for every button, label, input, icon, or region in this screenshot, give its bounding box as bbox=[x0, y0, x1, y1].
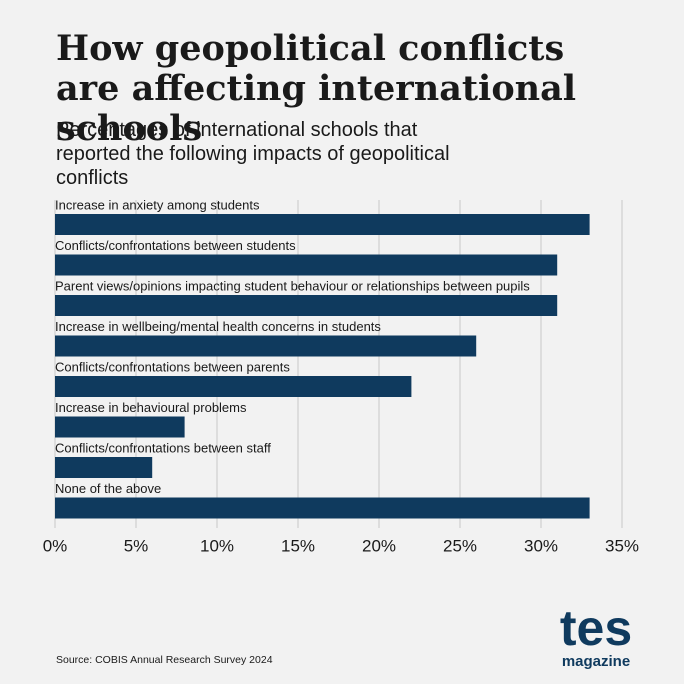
x-tick-label: 15% bbox=[281, 536, 315, 555]
x-tick-label: 25% bbox=[443, 536, 477, 555]
x-tick-label: 10% bbox=[200, 536, 234, 555]
category-label: Increase in anxiety among students bbox=[55, 197, 260, 212]
bar bbox=[55, 214, 590, 235]
bar bbox=[55, 335, 477, 357]
category-label: Conflicts/confrontations between parents bbox=[55, 359, 290, 374]
x-tick-label: 35% bbox=[605, 536, 639, 555]
bar bbox=[55, 295, 558, 316]
chart-title: How geopolitical conflicts are affecting … bbox=[56, 28, 576, 149]
x-tick-label: 0% bbox=[43, 536, 68, 555]
logo-sub: magazine bbox=[562, 653, 630, 670]
bar bbox=[55, 416, 185, 438]
category-label: None of the above bbox=[55, 481, 161, 496]
bar bbox=[55, 457, 153, 478]
category-label: Increase in wellbeing/mental health conc… bbox=[55, 319, 381, 334]
category-label: Parent views/opinions impacting student … bbox=[55, 278, 530, 293]
x-tick-label: 20% bbox=[362, 536, 396, 555]
logo-brand: tes bbox=[560, 600, 632, 656]
chart-subtitle: Percentages of international schools tha… bbox=[56, 119, 450, 189]
x-tick-label: 30% bbox=[524, 536, 558, 555]
bar bbox=[55, 376, 412, 397]
x-tick-label: 5% bbox=[124, 536, 149, 555]
category-label: Conflicts/confrontations between student… bbox=[55, 238, 296, 253]
category-label: Conflicts/confrontations between staff bbox=[55, 440, 271, 455]
bar bbox=[55, 497, 590, 519]
bar bbox=[55, 254, 558, 276]
category-label: Increase in behavioural problems bbox=[55, 400, 247, 415]
source: Source: COBIS Annual Research Survey 202… bbox=[56, 654, 273, 666]
